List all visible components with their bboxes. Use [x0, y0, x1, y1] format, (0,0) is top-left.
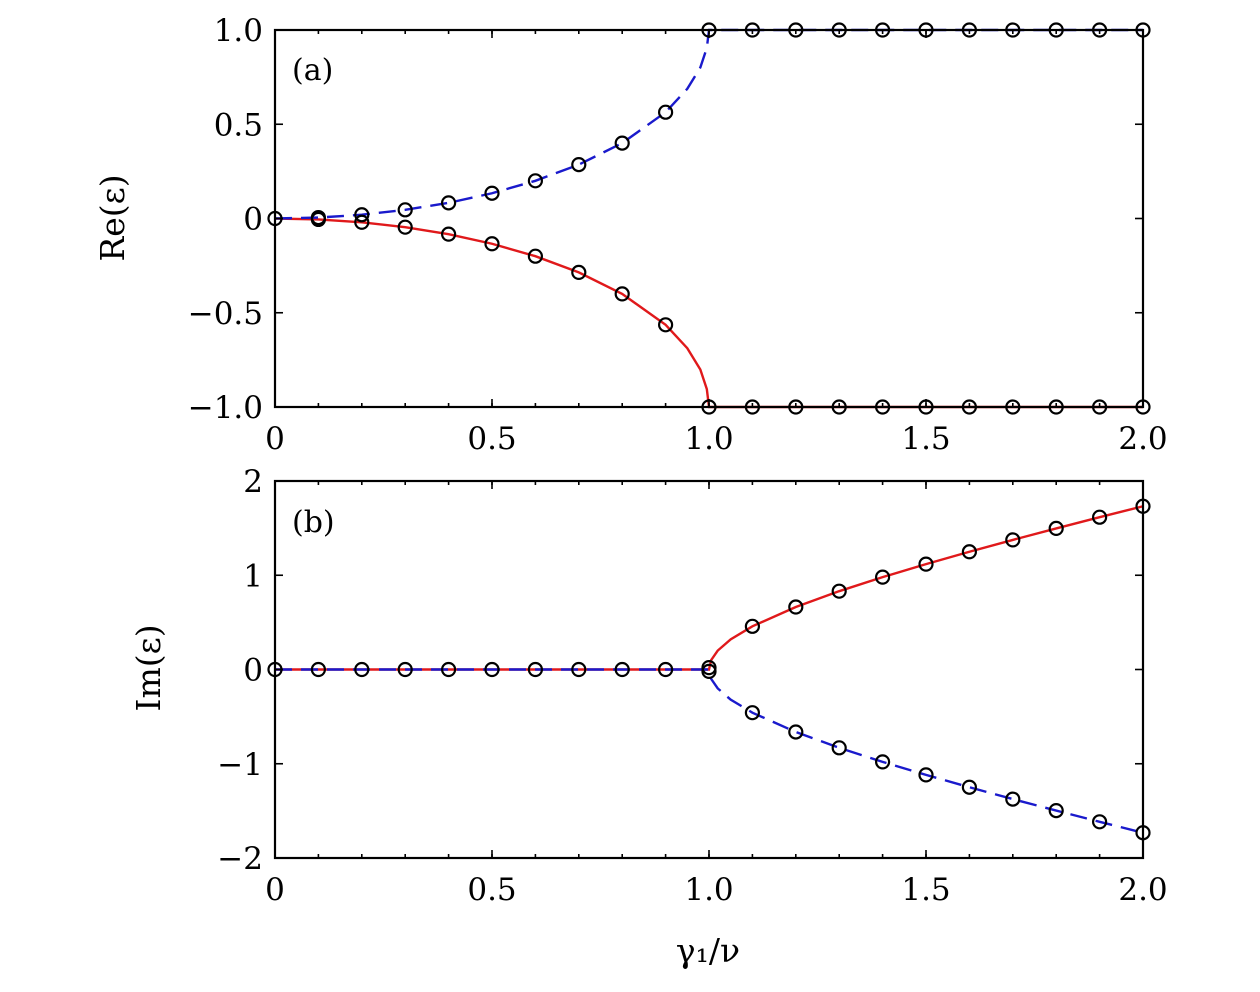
panel-a-y-axis-title: Re(ε) [93, 174, 132, 261]
panel-a-y-tick-label: −1.0 [188, 390, 263, 426]
panel-b-data-point-marker [441, 661, 457, 678]
panel-a-x-tick-label: 0 [265, 421, 285, 457]
panel-b-data-point-marker [788, 599, 804, 615]
panel-b-x-tick-label: 2.0 [1118, 872, 1167, 908]
panel-b-data-point-marker [1005, 791, 1021, 807]
panel-a-data-point-marker [397, 202, 413, 218]
panel-a-markers [267, 22, 1151, 415]
panel-a-data-point-marker [614, 135, 630, 151]
panel-a-data-point-marker [397, 219, 413, 235]
panel-a-data-point-marker [441, 226, 457, 242]
panel-a-data-point-marker [571, 264, 587, 281]
panel-a-data-point-marker [527, 173, 544, 189]
panel-b-y-tick-label: 1 [243, 558, 263, 594]
panel-a-dashed-branch-line [274, 28, 1143, 220]
panel-a-y-tick-label: 0.5 [214, 107, 263, 143]
panel-a-data-point-marker [657, 104, 674, 120]
panel-a-data-point-marker [484, 185, 500, 201]
panel-b-data-point-marker [1091, 509, 1108, 525]
panel-b-data-point-marker [744, 618, 761, 634]
panel-b-data-point-marker [831, 740, 847, 756]
panel-a-solid-branch-line [274, 217, 1143, 409]
panel-b-label: (b) [292, 505, 335, 540]
panel-a-data-point-marker [571, 156, 587, 173]
panel-a-axes: 0 0.5 1.0 1.5 2.0 1.0 0.5 0 −0.5 −1.0 [188, 13, 1168, 457]
panel-b-x-tick-label: 0.5 [467, 872, 516, 908]
panel-a-data-point-marker [310, 211, 326, 228]
panel-a-data-point-marker [484, 236, 500, 252]
panel-b-data-point-marker [1048, 802, 1064, 819]
panel-a-data-point-marker [527, 248, 544, 264]
panel-b-data-point-marker [874, 754, 891, 770]
panel-a: 0 0.5 1.0 1.5 2.0 1.0 0.5 0 −0.5 −1.0 (a) Re(ε) [93, 13, 1168, 457]
panel-b-data-point-marker [1005, 532, 1021, 548]
panel-a-x-tick-label: 2.0 [1118, 421, 1167, 457]
panel-a-plot-frame [273, 28, 1145, 409]
panel-b-data-point-marker [961, 544, 978, 560]
panel-a-data-point-marker [657, 317, 674, 333]
panel-b-data-point-marker [527, 661, 544, 678]
panel-b-data-point-marker [571, 661, 587, 678]
panel-b-data-point-marker [484, 661, 500, 678]
panel-b-data-point-marker [1091, 814, 1108, 830]
panel-b-data-point-marker [831, 583, 847, 599]
panel-a-data-point-marker [354, 207, 370, 223]
panel-b-data-point-marker [961, 779, 978, 795]
panel-b-axes: 0 0.5 1.0 1.5 2.0 2 1 0 −1 −2 [217, 464, 1167, 908]
panel-b-data-point-marker [657, 661, 674, 678]
panel-a-y-tick-label: 1.0 [214, 13, 263, 49]
panel-b-x-tick-label: 0 [265, 872, 285, 908]
panel-a-curves [274, 28, 1143, 409]
panel-b-curves [275, 505, 1144, 834]
panel-a-label: (a) [292, 53, 333, 88]
panel-b-y-tick-label: 2 [243, 464, 263, 500]
panel-b-data-point-marker [354, 661, 370, 678]
panel-b-data-point-marker [397, 661, 413, 678]
panel-b-solid-branch-line [275, 505, 1144, 671]
panel-a-data-point-marker [614, 286, 630, 302]
panel-b-data-point-marker [874, 569, 891, 585]
panel-b-data-point-marker [918, 767, 934, 783]
panel-b-data-point-marker [788, 724, 804, 740]
panel-b-data-point-marker [310, 661, 326, 678]
panel-a-y-tick-label: −0.5 [188, 296, 263, 332]
panel-a-x-tick-label: 1.5 [901, 421, 950, 457]
panel-b-markers [267, 498, 1151, 841]
panel-a-data-point-marker [354, 214, 370, 230]
panel-b-data-point-marker [614, 661, 630, 678]
panel-a-data-point-marker [441, 195, 457, 211]
panel-b-dashed-branch-line [275, 668, 1144, 834]
panel-b-y-tick-label: −2 [217, 841, 263, 877]
panel-b-x-axis-title: γ₁/ν [676, 931, 740, 970]
panel-a-y-tick-label: 0 [243, 202, 263, 238]
panel-b-data-point-marker [744, 705, 761, 721]
panel-b-y-axis-title: Im(ε) [129, 624, 168, 711]
panel-a-x-tick-label: 0.5 [467, 421, 516, 457]
panel-a-x-tick-label: 1.0 [684, 421, 733, 457]
panel-b-y-tick-label: −1 [217, 747, 263, 783]
panel-b-data-point-marker [1048, 520, 1064, 537]
panel-b-x-tick-label: 1.0 [684, 872, 733, 908]
panel-b: 0 0.5 1.0 1.5 2.0 2 1 0 −1 −2 (b) Im(ε) γ₁/ν [129, 464, 1168, 970]
panel-b-data-point-marker [701, 663, 717, 679]
panel-b-data-point-marker [918, 556, 934, 572]
panel-b-x-tick-label: 1.5 [901, 872, 950, 908]
panel-b-y-tick-label: 0 [243, 653, 263, 689]
